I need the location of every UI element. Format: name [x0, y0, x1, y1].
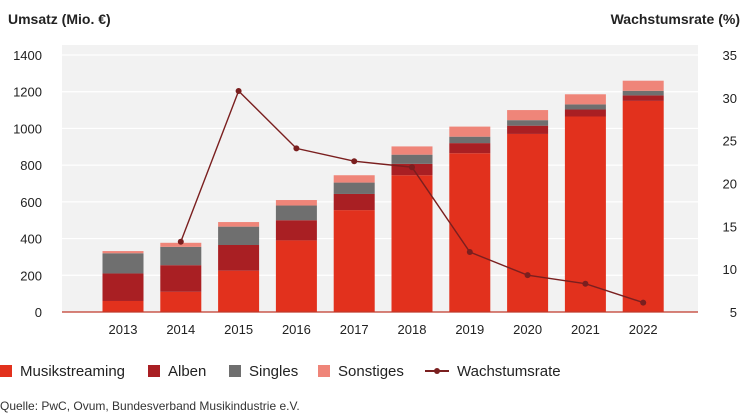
- y2-tick-label: 10: [723, 262, 737, 277]
- legend-label-other: Sonstiges: [338, 362, 404, 380]
- bar-segment-singles: [564, 104, 606, 110]
- y-tick-label: 400: [20, 232, 42, 247]
- growth-point: [177, 238, 184, 245]
- legend-swatch-other: [318, 365, 330, 377]
- y2-tick-label: 25: [723, 134, 737, 149]
- y2-tick-label: 20: [723, 177, 737, 192]
- bar-segment-other: [333, 175, 375, 183]
- legend-label-streaming: Musikstreaming: [20, 362, 126, 380]
- y-tick-label: 200: [20, 268, 42, 283]
- legend-swatch-albums: [148, 365, 160, 377]
- legend-swatch-streaming: [0, 365, 12, 377]
- legend-item-albums: Alben: [148, 360, 206, 382]
- y2-tick-label: 35: [723, 48, 737, 63]
- y-tick-label: 0: [35, 305, 42, 320]
- bar-segment-streaming: [622, 100, 664, 313]
- bar-segment-singles: [507, 120, 549, 126]
- growth-point: [582, 280, 589, 287]
- y2-axis-label: Wachstumsrate (%): [611, 11, 740, 27]
- y-tick-label: 1200: [13, 85, 42, 100]
- bar-segment-albums: [449, 143, 491, 154]
- x-tick-label: 2013: [109, 322, 138, 337]
- legend-label-growth: Wachstumsrate: [457, 362, 561, 380]
- bar-segment-other: [275, 200, 317, 206]
- bar-segment-albums: [102, 273, 144, 301]
- bar-segment-streaming: [102, 300, 144, 312]
- legend-label-singles: Singles: [249, 362, 299, 380]
- growth-point: [524, 272, 531, 279]
- growth-point: [235, 87, 242, 94]
- y2-tick-label: 5: [730, 305, 737, 320]
- bar-segment-streaming: [333, 210, 375, 312]
- bar-segment-albums: [160, 265, 202, 292]
- bar-segment-other: [449, 126, 491, 137]
- x-tick-label: 2016: [282, 322, 311, 337]
- bar-segment-albums: [507, 125, 549, 134]
- y-tick-label: 1000: [13, 121, 42, 136]
- x-tick-label: 2018: [398, 322, 427, 337]
- x-tick-label: 2014: [166, 322, 195, 337]
- growth-point: [351, 158, 358, 165]
- legend-item-other: Sonstiges: [318, 360, 404, 382]
- bar-segment-streaming: [507, 133, 549, 312]
- x-tick-label: 2017: [340, 322, 369, 337]
- x-tick-label: 2021: [571, 322, 600, 337]
- bar-segment-albums: [275, 220, 317, 241]
- x-tick-label: 2015: [224, 322, 253, 337]
- y-tick-label: 600: [20, 195, 42, 210]
- legend-swatch-singles: [229, 365, 241, 377]
- legend-line-growth: [425, 365, 449, 377]
- source-note: Quelle: PwC, Ovum, Bundesverband Musikin…: [0, 399, 300, 413]
- y2-tick-label: 30: [723, 91, 737, 106]
- bar-segment-singles: [275, 205, 317, 221]
- bar-segment-albums: [218, 244, 260, 271]
- y-axis-ticks: 0 200 400 600 800 1000 1200 1400: [13, 48, 42, 320]
- bar-segment-other: [218, 222, 260, 227]
- x-tick-label: 2022: [629, 322, 658, 337]
- growth-point: [293, 145, 300, 152]
- bar-segment-albums: [333, 193, 375, 211]
- bar-segment-streaming: [449, 153, 491, 312]
- bar-segment-singles: [102, 253, 144, 274]
- legend-item-growth: Wachstumsrate: [425, 360, 561, 382]
- legend-item-streaming: Musikstreaming: [0, 360, 125, 382]
- bar-segment-singles: [622, 90, 664, 96]
- legend: Musikstreaming Alben Singles Sonstiges W…: [0, 360, 752, 382]
- legend-item-singles: Singles: [229, 360, 298, 382]
- growth-line-series: [177, 87, 647, 306]
- bar-segment-streaming: [218, 270, 260, 312]
- bar-segment-streaming: [160, 291, 202, 312]
- y-tick-label: 1400: [13, 48, 42, 63]
- bar-segment-albums: [622, 95, 664, 101]
- growth-point: [466, 249, 473, 256]
- bar-series: [102, 80, 664, 313]
- bar-segment-streaming: [391, 175, 433, 312]
- bar-segment-singles: [449, 136, 491, 144]
- bar-segment-other: [391, 146, 433, 155]
- bar-segment-other: [160, 242, 202, 247]
- bar-segment-other: [102, 251, 144, 254]
- bar-segment-singles: [218, 226, 260, 245]
- bar-segment-singles: [160, 246, 202, 266]
- bar-segment-streaming: [564, 116, 606, 312]
- x-tick-label: 2019: [455, 322, 484, 337]
- bar-segment-other: [507, 110, 549, 121]
- y-axis-label: Umsatz (Mio. €): [8, 11, 111, 27]
- x-tick-label: 2020: [513, 322, 542, 337]
- growth-point: [640, 299, 647, 306]
- bar-segment-other: [622, 80, 664, 91]
- growth-point: [409, 164, 415, 171]
- bar-segment-albums: [564, 109, 606, 117]
- y2-tick-label: 15: [723, 219, 737, 234]
- bar-segment-streaming: [275, 240, 317, 312]
- x-axis-ticks: 2013 2014 2015 2016 2017 2018 2019 2020 2021 2022: [109, 322, 658, 337]
- bar-segment-other: [564, 94, 606, 105]
- y-tick-label: 800: [20, 158, 42, 173]
- bar-segment-singles: [391, 154, 433, 164]
- y2-axis-ticks: 5 10 15 20 25 30 35: [723, 48, 737, 320]
- legend-label-albums: Alben: [168, 362, 207, 380]
- bar-segment-singles: [333, 182, 375, 194]
